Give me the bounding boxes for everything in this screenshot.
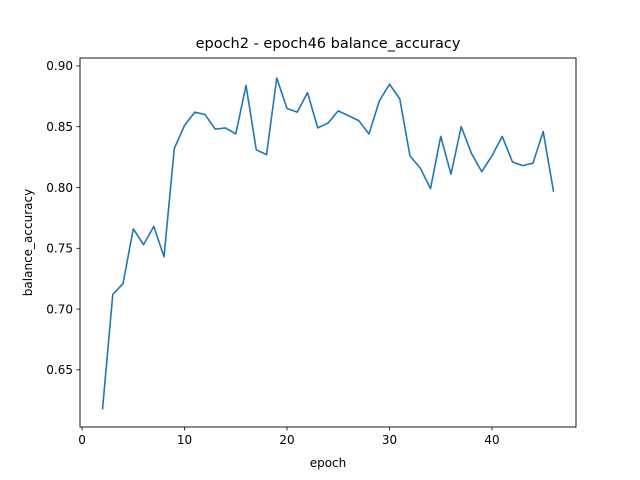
x-tick-label: 10	[177, 433, 192, 447]
x-tick-label: 30	[382, 433, 397, 447]
y-tick-label: 0.65	[46, 363, 73, 377]
y-axis-ticks: 0.65 0.70 0.75 0.80 0.85 0.90	[46, 59, 80, 377]
series-layer	[101, 77, 555, 410]
y-tick-label: 0.75	[46, 242, 73, 256]
y-tick-label: 0.90	[46, 59, 73, 73]
x-tick-label: 20	[279, 433, 294, 447]
x-axis-label: epoch	[310, 456, 347, 470]
chart-title: epoch2 - epoch46 balance_accuracy	[196, 36, 461, 52]
x-tick-label: 40	[484, 433, 499, 447]
x-tick-label: 0	[78, 433, 86, 447]
y-tick-label: 0.85	[46, 120, 73, 134]
y-tick-label: 0.80	[46, 181, 73, 195]
plot-frame	[79, 57, 577, 428]
series-line-0	[101, 77, 555, 410]
y-axis-label: balance_accuracy	[21, 189, 35, 296]
y-tick-label: 0.70	[46, 302, 73, 316]
x-axis-ticks: 0 10 20 30 40	[78, 427, 500, 447]
